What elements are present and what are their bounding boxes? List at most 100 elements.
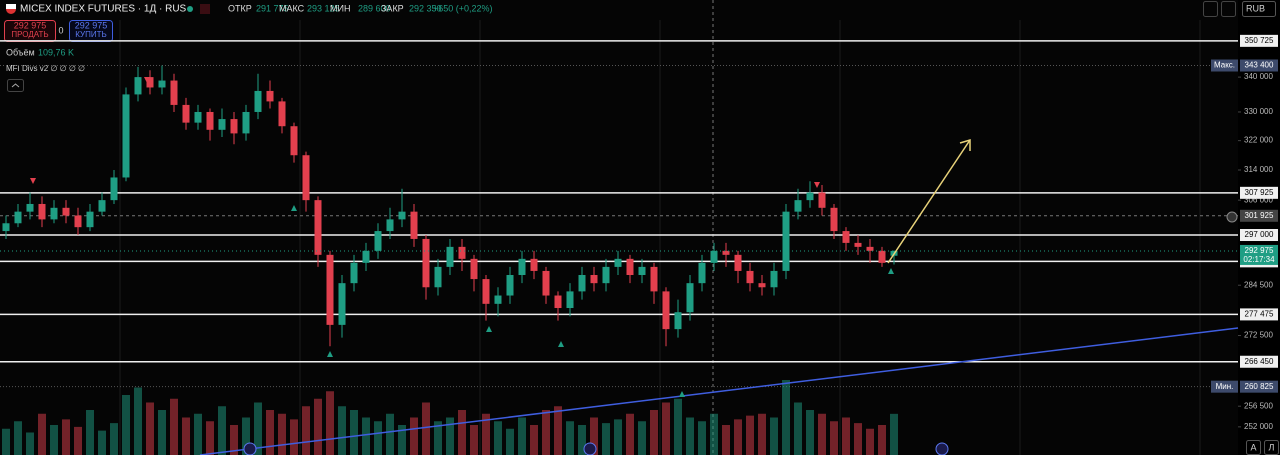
candle-body [530,258,538,271]
candle-body [62,207,70,216]
close-icon[interactable] [200,4,210,14]
candle-body [590,274,598,284]
volume-bar [710,413,718,455]
refresh-button[interactable] [1221,1,1236,17]
candle-body [854,242,862,247]
candle-body [494,295,502,304]
candle-body [710,250,718,263]
candle-body [566,291,574,309]
download-button[interactable] [1203,1,1218,17]
price-label-box [1240,308,1278,321]
price-label: 301 925 [1245,211,1274,220]
volume-bar [554,406,562,455]
price-label: 307 925 [1245,188,1274,197]
volume-bar [38,413,46,455]
candle-body [470,258,478,280]
candle-body [830,207,838,232]
candle-body [734,254,742,271]
volume-bar [158,410,166,455]
volume-bar [494,421,502,455]
volume-bar [734,419,742,455]
volume-bar [722,425,730,455]
volume-bar [242,417,250,455]
candle-body [374,231,382,251]
price-label: 260 825 [1245,382,1274,391]
y-tick-label: 256 500 [1244,401,1273,410]
volume-bar [170,398,178,455]
ohlc-value: 293 125 [307,3,340,13]
volume-bar [14,421,22,455]
volume-bar [878,425,886,455]
tag-box [1211,380,1238,393]
candle-body [326,254,334,325]
volume-bar [518,417,526,455]
volume-bar [830,421,838,455]
collapse-icon [11,83,20,88]
tag-label: Макс. [1214,61,1235,70]
volume-bar [746,415,754,455]
candle-body [14,211,22,224]
volume-bar [146,402,154,455]
volume-bar [194,413,202,455]
candle-body [362,250,370,263]
volume-bar [866,428,874,455]
candle-body [86,211,94,228]
volume-bar [134,387,142,455]
candle-body [782,211,790,271]
candle-body [842,231,850,243]
status-dot[interactable] [187,6,193,12]
collapse-button[interactable] [7,79,24,92]
volume-bar [278,413,286,455]
candle-body [350,262,358,284]
buy-price: 292 975 [75,20,108,30]
candle-body [74,215,82,228]
price-label: 277 475 [1245,310,1274,319]
candle-body [266,90,274,102]
candle-body [338,283,346,325]
currency-box[interactable] [1242,1,1276,17]
candle-body [758,283,766,288]
add-level-button[interactable] [1226,211,1238,223]
candle-body [50,207,58,220]
currency: RUB [1246,3,1265,13]
price-label: 266 450 [1245,357,1274,366]
volume-bar [218,406,226,455]
quantity: 0 [58,25,63,35]
volume-bar [566,421,574,455]
y-tick-label: 322 000 [1244,136,1273,145]
volume-bar [650,410,658,455]
volume-bar [386,413,394,455]
volume-bar [794,402,802,455]
event-icons[interactable] [243,442,949,455]
ohlc-label: МИН [330,3,350,13]
candle-body [182,104,190,123]
flag-icon-top [6,4,16,9]
volume-label: Объём [6,47,35,57]
volume-bar [578,425,586,455]
volume-bar [302,406,310,455]
volume-bar [530,425,538,455]
volume-bar [230,425,238,455]
candle-body [662,291,670,330]
candle-body [194,111,202,123]
candle-body [242,111,250,134]
volume-bar [890,413,898,455]
ohlc-value: 291 775 [256,3,289,13]
volume-value: 109,76 K [38,47,74,57]
price-label-box [1240,59,1278,72]
candle-body [122,94,130,178]
volume-bar [686,417,694,455]
volume-bar [590,417,598,455]
volume-bar [662,402,670,455]
candle-body [254,90,262,112]
candle-body [446,246,454,267]
price-label-box [1240,355,1278,368]
y-tick-label: 252 000 [1244,422,1273,431]
axis-labels: 340 000 330 000 322 000 314 000 306 000 284 5… [1211,34,1278,431]
candle-body [578,274,586,292]
indicator-name: MFI Divs v2 ∅ ∅ ∅ ∅ [6,64,85,73]
candle-body [722,250,730,255]
vertical-grid [119,20,1201,455]
volume-bar [62,419,70,455]
